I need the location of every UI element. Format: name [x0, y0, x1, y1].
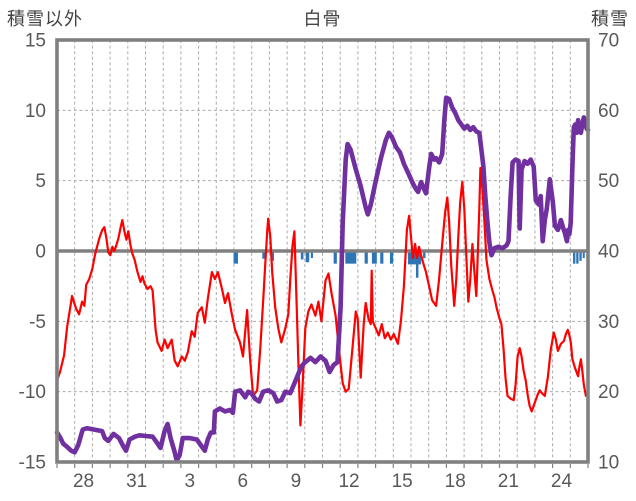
blue-bar: [345, 251, 357, 264]
left-axis-tick: 5: [35, 171, 46, 192]
x-axis-tick: 28: [73, 471, 94, 492]
left-axis-tick: 0: [35, 242, 46, 263]
left-axis-tick: -15: [19, 453, 46, 474]
blue-bar: [233, 251, 238, 264]
right-axis-title: 積雪: [591, 9, 629, 29]
x-axis-tick: 9: [291, 471, 302, 492]
blue-bar: [582, 251, 585, 259]
left-axis-tick: 10: [25, 101, 46, 122]
right-axis-tick: 70: [598, 31, 619, 52]
x-axis-tick: 31: [126, 471, 147, 492]
left-axis-tick: -5: [29, 312, 46, 333]
blue-bar: [300, 251, 304, 260]
blue-bar: [305, 251, 310, 263]
x-axis-tick: 18: [445, 471, 466, 492]
chart-title: 白骨: [303, 9, 342, 29]
right-axis-tick: 60: [598, 101, 619, 122]
left-axis-tick: 15: [25, 31, 46, 52]
right-axis-tick: 50: [598, 171, 619, 192]
blue-bar: [415, 251, 419, 278]
x-axis-tick: 12: [338, 471, 359, 492]
x-axis-tick: 21: [498, 471, 519, 492]
x-axis-tick: 24: [551, 471, 573, 492]
left-axis-title: 積雪以外: [7, 9, 83, 29]
blue-bar: [380, 251, 384, 264]
blue-bars-series: [233, 251, 585, 278]
blue-bar: [576, 251, 579, 264]
left-axis-tick: -10: [19, 382, 46, 403]
right-axis-tick: 40: [598, 242, 619, 263]
x-axis-tick: 3: [184, 471, 195, 492]
plot-border: [55, 38, 590, 464]
blue-bar: [423, 251, 426, 259]
x-axis-tick: 6: [238, 471, 249, 492]
blue-bar: [573, 251, 576, 264]
blue-bar: [333, 251, 337, 264]
right-axis-tick: 10: [598, 453, 619, 474]
x-tick-marks: [56, 464, 589, 468]
right-axis-tick: 30: [598, 312, 619, 333]
x-axis-tick: 15: [392, 471, 413, 492]
blue-bar: [371, 251, 377, 264]
blue-bar: [271, 251, 275, 261]
blue-bar: [364, 251, 368, 264]
red_line-series: [55, 166, 590, 427]
blue-bar: [310, 251, 313, 259]
blue-bar: [262, 251, 266, 259]
blue-bar: [579, 251, 582, 261]
right-axis-tick: 20: [598, 382, 619, 403]
purple_line-series: [54, 95, 591, 463]
blue-bar: [389, 251, 394, 264]
